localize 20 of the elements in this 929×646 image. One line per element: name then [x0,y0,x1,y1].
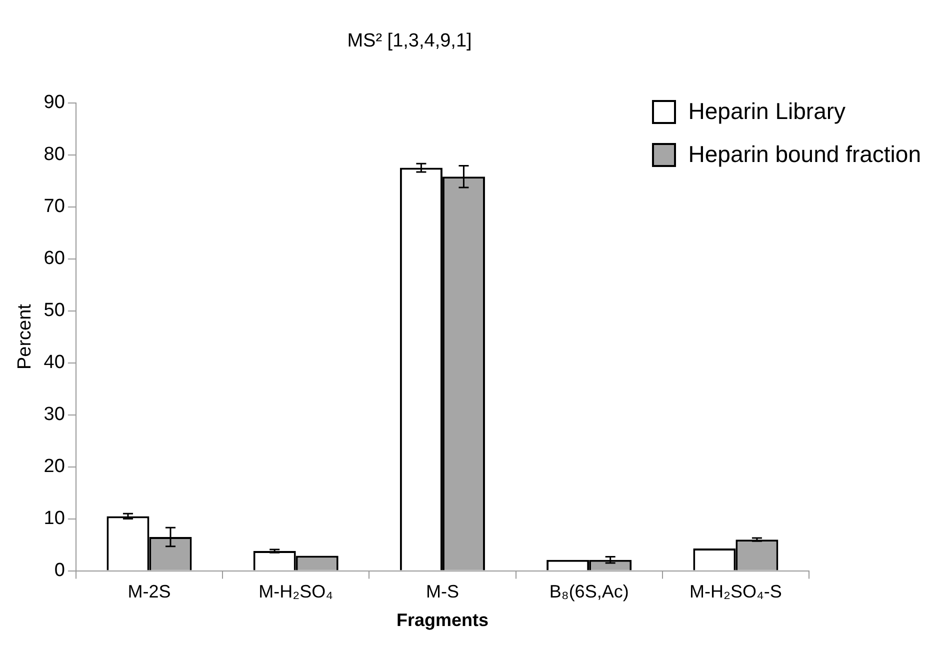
x-tick-label: M-H₂SO₄ [258,582,334,602]
x-axis-title: Fragments [396,610,488,630]
y-tick-label: 0 [54,560,65,582]
y-tick-label: 90 [44,92,65,114]
y-tick-label: 70 [44,196,65,218]
y-tick-label: 20 [44,456,65,478]
y-tick-label: 80 [44,144,65,166]
y-tick-label: 40 [44,352,65,374]
y-tick-label: 30 [44,404,65,426]
x-tick-label: B₈(6S,Ac) [549,582,629,602]
legend-label: Heparin Library [688,98,846,125]
legend-label: Heparin bound fraction [688,141,921,168]
y-tick-label: 50 [44,300,65,322]
chart-title: MS² [1,3,4,9,1] [347,30,472,52]
y-tick-label: 60 [44,248,65,270]
x-tick-label: M-2S [128,582,171,602]
x-tick-label: M-S [426,582,459,602]
x-tick-label: M-H₂SO₄-S [690,582,782,602]
y-tick-label: 10 [44,508,65,530]
y-axis-title: Percent [14,303,36,370]
